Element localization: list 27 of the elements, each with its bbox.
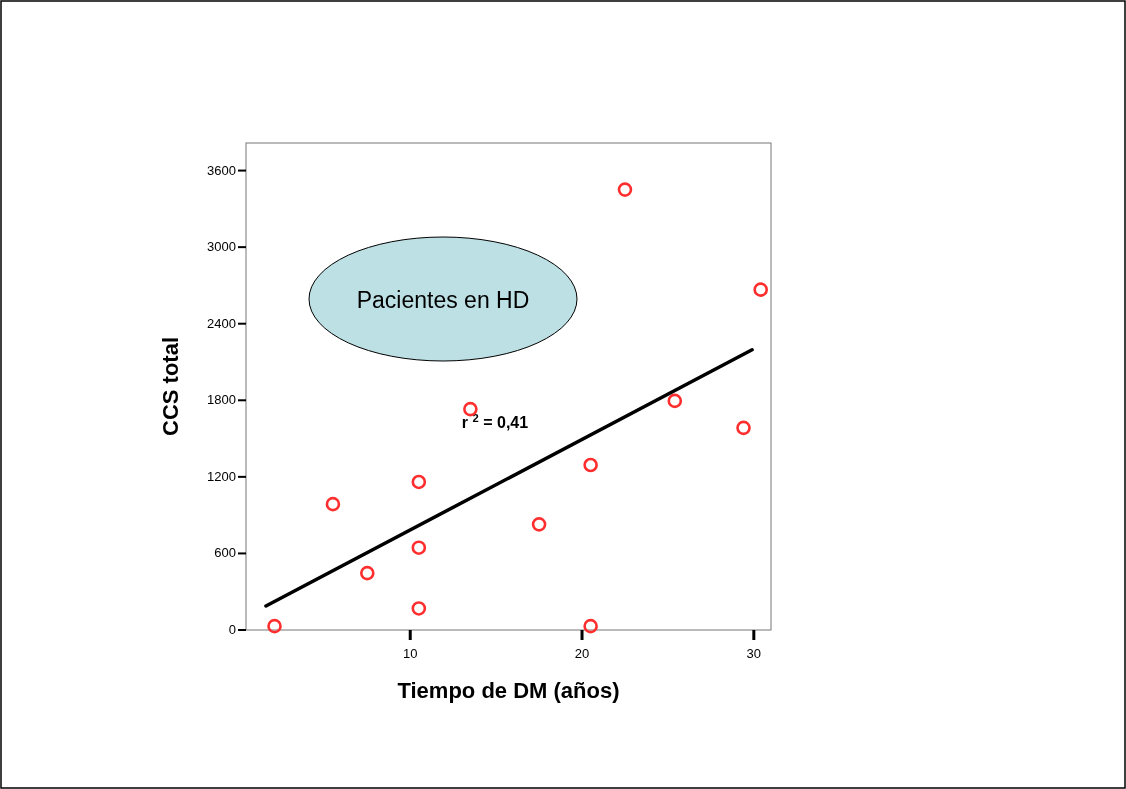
annotation: Pacientes en HD — [356, 287, 530, 313]
y-tick-label: 600 — [214, 545, 236, 561]
point — [617, 182, 633, 197]
point — [583, 618, 598, 634]
point — [411, 474, 427, 490]
point — [753, 282, 768, 297]
x-axis-title: Tiempo de DM (años) — [397, 678, 620, 703]
point — [325, 496, 341, 512]
x-tick-label: 30 — [746, 646, 762, 661]
point — [267, 618, 282, 634]
y-tick-label: 1800 — [207, 392, 236, 408]
point — [411, 601, 427, 616]
x-tick-label: 20 — [574, 646, 590, 661]
y-tick-label: 1200 — [207, 468, 236, 484]
point — [667, 393, 683, 409]
annotation: r $^{2}$ = 0,41 — [461, 412, 529, 431]
y-tick-label: 0 — [228, 622, 236, 637]
y-axis-title: CCS total — [158, 337, 183, 436]
x-tick-label: 10 — [403, 646, 418, 661]
point — [736, 420, 751, 436]
point — [359, 565, 375, 581]
point — [583, 457, 598, 473]
y-tick-label: 3600 — [207, 162, 236, 178]
point — [411, 540, 427, 555]
y-tick-label: 2400 — [207, 315, 236, 331]
point — [531, 517, 547, 532]
y-tick-label: 3000 — [207, 239, 236, 255]
